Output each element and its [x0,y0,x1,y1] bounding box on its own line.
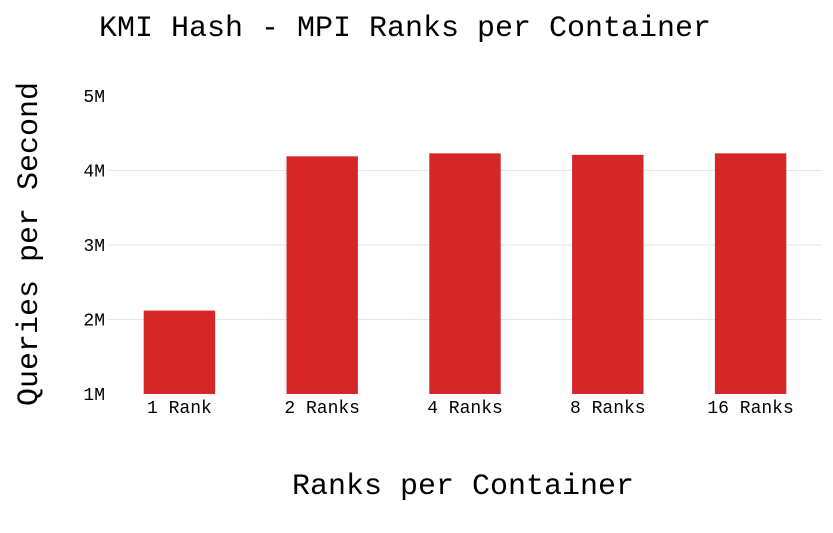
bar [429,153,501,394]
x-axis-ticks: 1 Rank 2 Ranks 4 Ranks 8 Ranks 16 Ranks [147,399,794,419]
chart-title: KMI Hash - MPI Ranks per Container [99,12,711,46]
bars [143,153,787,394]
y-axis-ticks: 1M 2M 3M 4M 5M [83,88,105,406]
y-tick-label: 1M [83,386,105,406]
y-tick-label: 2M [83,312,105,332]
bar [286,156,358,394]
bar [572,154,644,394]
bar [143,310,216,394]
y-axis-title: Queries per Second [13,82,47,406]
x-tick-label: 8 Ranks [570,399,646,419]
x-tick-label: 2 Ranks [284,399,360,419]
y-tick-label: 4M [83,163,105,183]
x-tick-label: 4 Ranks [427,399,503,419]
x-axis-title: Ranks per Container [292,470,634,504]
y-tick-label: 3M [83,237,105,257]
x-tick-label: 16 Ranks [707,399,793,419]
x-tick-label: 1 Rank [147,399,212,419]
bar [714,153,787,394]
y-tick-label: 5M [83,88,105,108]
